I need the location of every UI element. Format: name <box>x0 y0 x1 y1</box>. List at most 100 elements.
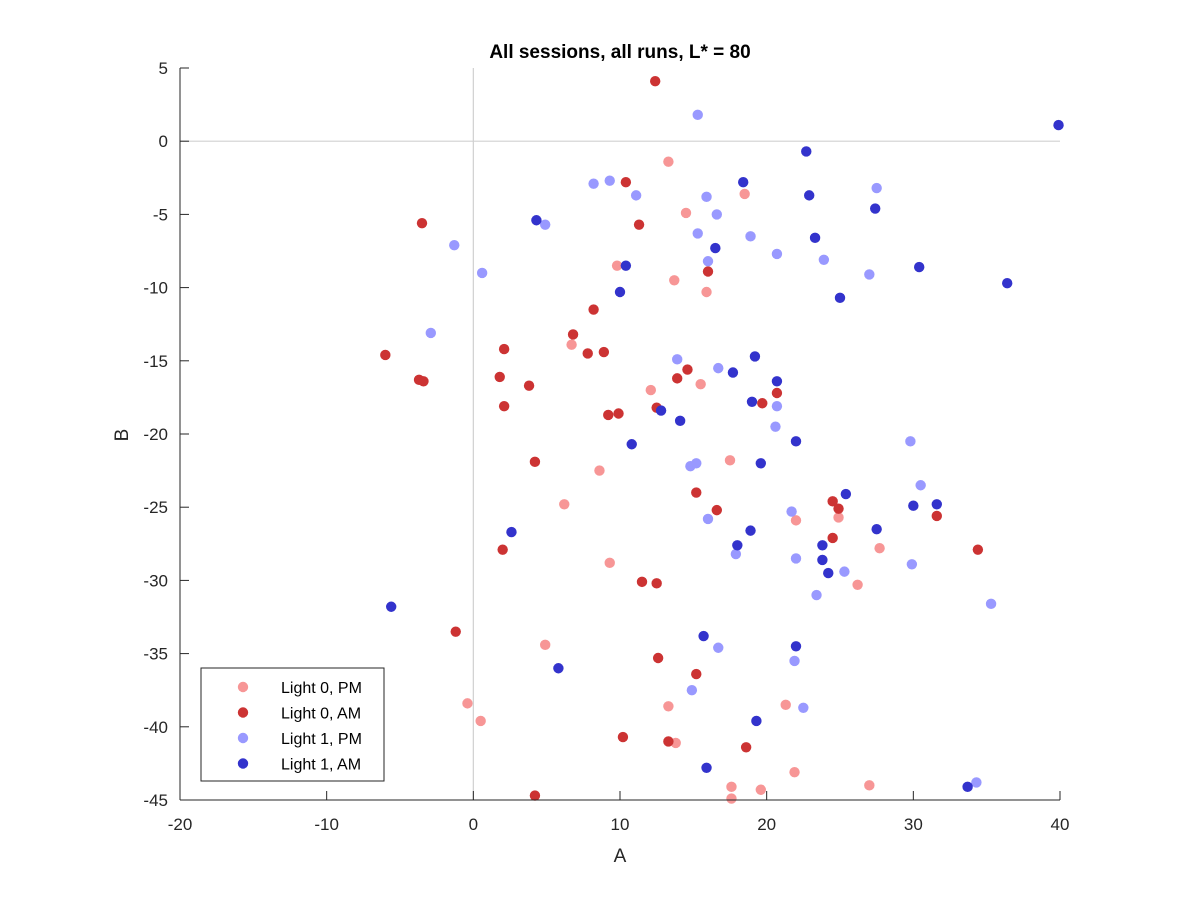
data-point-s2-28 <box>790 553 802 564</box>
data-point-s0-9 <box>594 465 605 476</box>
x-tick-label: 10 <box>611 815 630 834</box>
data-point-s2-24 <box>915 480 926 491</box>
data-point-s2-37 <box>971 777 982 788</box>
data-point-s1-2 <box>633 219 645 230</box>
data-point-s0-17 <box>540 639 551 651</box>
data-point-s1-6 <box>380 349 391 361</box>
data-point-s2-16 <box>425 327 436 339</box>
data-points <box>380 75 1064 804</box>
data-point-s3-16 <box>746 396 758 407</box>
data-point-s1-10 <box>494 371 505 383</box>
data-point-s0-11 <box>559 499 570 510</box>
data-point-s2-14 <box>818 254 830 265</box>
data-point-s0-7 <box>645 384 656 396</box>
y-tick-label: -25 <box>143 498 168 517</box>
data-point-s3-6 <box>809 232 821 244</box>
data-point-s2-3 <box>630 190 642 201</box>
data-point-s2-33 <box>713 642 724 653</box>
data-point-s1-31 <box>972 544 984 555</box>
y-tick-label: -40 <box>143 718 168 737</box>
data-point-s3-26 <box>908 500 919 511</box>
data-point-s1-3 <box>416 217 428 229</box>
data-point-s1-36 <box>691 668 702 680</box>
data-point-s3-12 <box>834 292 846 304</box>
data-point-s1-8 <box>418 376 429 387</box>
data-point-s2-4 <box>701 191 712 203</box>
data-point-s3-0 <box>1053 119 1064 131</box>
data-point-s3-24 <box>745 525 756 536</box>
data-point-s2-11 <box>476 267 488 279</box>
data-point-s0-21 <box>780 699 791 711</box>
data-point-s1-37 <box>617 731 629 743</box>
data-point-s0-0 <box>663 156 674 167</box>
legend-box <box>200 667 385 782</box>
data-point-s3-4 <box>870 203 881 214</box>
data-point-s3-23 <box>506 526 517 538</box>
data-point-s3-22 <box>840 488 852 500</box>
data-point-s2-10 <box>449 239 460 251</box>
data-point-s2-9 <box>745 231 756 242</box>
data-point-s3-17 <box>655 405 667 416</box>
data-point-s0-20 <box>663 701 674 712</box>
x-tick-label: -20 <box>168 815 193 834</box>
x-tick-label: 30 <box>904 815 923 834</box>
data-point-s3-30 <box>817 554 828 566</box>
chart-title: All sessions, all runs, L* = 80 <box>489 42 750 63</box>
data-point-s3-29 <box>817 540 828 551</box>
legend-entry-label: Light 0, PM <box>281 680 362 697</box>
data-point-s1-15 <box>672 373 683 384</box>
y-tick-label: 5 <box>159 59 168 78</box>
data-point-s0-1 <box>680 207 692 219</box>
data-point-s1-9 <box>498 343 510 355</box>
data-point-s1-24 <box>691 487 702 498</box>
y-tick-label: -5 <box>153 205 168 224</box>
data-point-s2-7 <box>540 219 551 230</box>
data-point-s3-10 <box>1002 278 1013 289</box>
data-point-s3-21 <box>755 458 766 469</box>
data-point-s2-18 <box>713 362 724 374</box>
data-point-s0-27 <box>864 780 875 791</box>
data-point-s2-5 <box>871 182 882 194</box>
data-point-s2-31 <box>811 589 822 601</box>
data-point-s3-20 <box>790 436 802 447</box>
legend-marker <box>237 681 249 693</box>
data-point-s0-4 <box>669 275 680 286</box>
data-point-s2-13 <box>771 248 783 260</box>
data-point-s1-26 <box>827 496 838 507</box>
data-point-s3-3 <box>804 190 815 201</box>
data-point-s1-22 <box>771 387 783 399</box>
data-point-s3-27 <box>931 499 942 510</box>
y-tick-label: -35 <box>143 645 168 664</box>
data-point-s2-20 <box>770 421 781 432</box>
data-point-s0-3 <box>611 260 623 271</box>
data-point-s0-5 <box>701 286 712 298</box>
data-point-s1-33 <box>651 578 662 589</box>
data-point-s2-15 <box>864 269 875 280</box>
data-point-s0-13 <box>833 512 844 523</box>
data-point-s2-8 <box>692 228 703 239</box>
data-point-s2-26 <box>702 513 714 525</box>
data-point-s0-6 <box>566 339 577 350</box>
data-point-s3-13 <box>749 351 761 362</box>
legend-marker <box>237 707 249 718</box>
data-point-s3-18 <box>674 415 686 427</box>
data-point-s3-35 <box>553 663 564 674</box>
data-point-s0-10 <box>724 455 736 466</box>
data-point-s1-39 <box>740 742 752 753</box>
data-point-s2-17 <box>672 354 683 365</box>
data-point-s1-29 <box>827 532 838 544</box>
data-point-s2-23 <box>905 436 916 447</box>
data-point-s1-19 <box>613 408 624 419</box>
data-point-s1-38 <box>663 736 674 747</box>
y-axis-label: B <box>112 429 133 442</box>
data-point-s0-19 <box>475 715 486 727</box>
data-point-s0-12 <box>790 515 802 526</box>
data-point-s3-36 <box>751 715 762 727</box>
data-point-s3-5 <box>531 215 542 226</box>
data-point-s3-8 <box>620 260 632 271</box>
x-axis-label: A <box>614 846 627 867</box>
data-point-s1-14 <box>598 346 610 358</box>
y-tick-label: -15 <box>143 352 168 371</box>
